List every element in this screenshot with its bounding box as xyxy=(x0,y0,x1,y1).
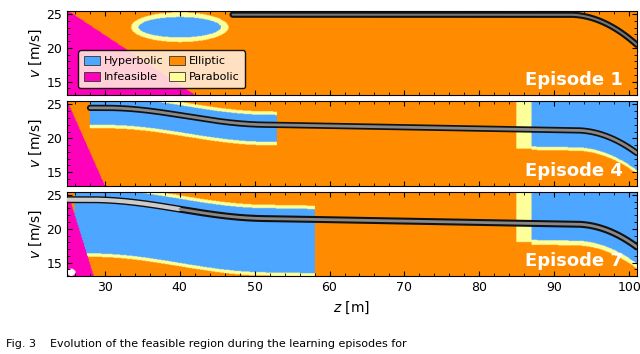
Text: Episode 4: Episode 4 xyxy=(525,162,623,180)
Text: Episode 7: Episode 7 xyxy=(525,252,623,270)
Text: Episode 1: Episode 1 xyxy=(525,71,623,89)
X-axis label: $z\ \mathrm{[m]}$: $z\ \mathrm{[m]}$ xyxy=(333,299,371,316)
Y-axis label: $v\ \mathrm{[m/s]}$: $v\ \mathrm{[m/s]}$ xyxy=(28,209,44,259)
Text: Fig. 3    Evolution of the feasible region during the learning episodes for: Fig. 3 Evolution of the feasible region … xyxy=(6,339,407,349)
Y-axis label: $v\ \mathrm{[m/s]}$: $v\ \mathrm{[m/s]}$ xyxy=(28,119,44,168)
Y-axis label: $v\ \mathrm{[m/s]}$: $v\ \mathrm{[m/s]}$ xyxy=(28,28,44,78)
Legend: Hyperbolic, Infeasible, Elliptic, Parabolic: Hyperbolic, Infeasible, Elliptic, Parabo… xyxy=(79,50,246,88)
